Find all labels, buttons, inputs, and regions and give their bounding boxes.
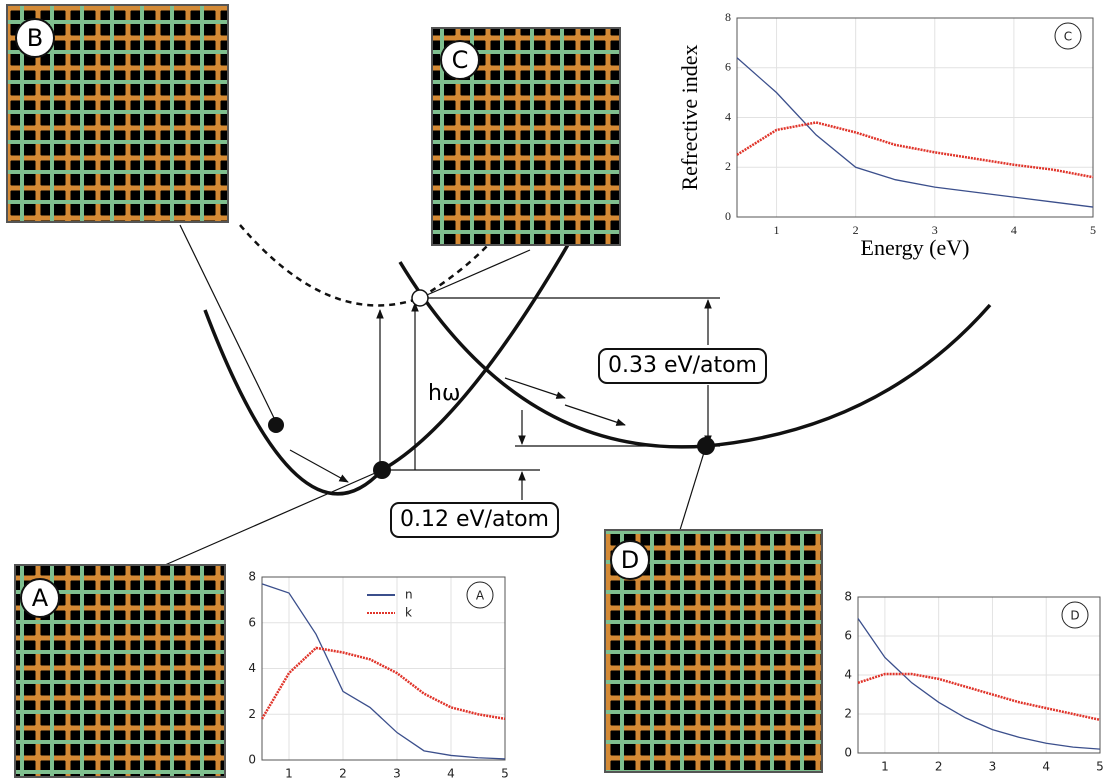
y-tick-label: 8 [725,10,731,24]
legend-label: k [405,606,412,620]
y-tick-label: 8 [844,590,852,604]
y-tick-label: 0 [248,753,256,767]
y-tick-label: 8 [248,570,256,584]
x-tick-label: 5 [501,767,509,781]
series-line [737,58,1093,207]
y-tick-label: 2 [844,707,852,721]
x-tick-label: 4 [1011,223,1017,237]
x-tick-label: 4 [447,767,455,781]
series-line [262,648,505,719]
series-line [858,674,1100,720]
x-tick-label: 4 [1042,760,1050,774]
x-tick-label: 2 [339,767,347,781]
x-axis-label: Energy (eV) [861,235,970,260]
y-tick-label: 4 [248,661,256,675]
x-tick-label: 3 [989,760,997,774]
y-tick-label: 2 [725,159,731,173]
figure: A B C D 0 2 4 6 8 1 2 3 4 5 C Refrective index Energy (e… [0,0,1107,783]
y-axis-label: Refrective index [677,45,702,191]
x-tick-label: 1 [774,223,780,237]
x-tick-label: 2 [935,760,943,774]
panel-label: A [32,584,49,612]
y-tick-label: 4 [725,109,731,123]
y-tick-label: 6 [844,629,852,643]
y-tick-label: 6 [248,615,256,629]
series-line [737,122,1093,177]
y-tick-label: 6 [725,60,731,74]
y-tick-label: 2 [248,707,256,721]
y-tick-label: 4 [844,668,852,682]
energy-label: 0.12 eV/atom [390,502,559,538]
chart-label: A [476,589,485,603]
legend-label: n [405,588,413,602]
chart-label: C [1064,30,1072,44]
panel-label: D [621,546,639,574]
x-tick-label: 1 [881,760,889,774]
energy-label: 0.33 eV/atom [598,348,767,384]
energy-label: hω [420,378,468,410]
energy-diagram: A B C D 0 2 4 6 8 1 2 3 4 5 C Refrective index Energy (e… [0,0,1107,783]
series-line [262,584,505,759]
x-tick-label: 2 [853,223,859,237]
chart-label: D [1070,609,1079,623]
y-tick-label: 0 [844,746,852,760]
x-tick-label: 3 [393,767,401,781]
y-tick-label: 0 [725,209,731,223]
states [268,290,715,479]
x-tick-label: 1 [285,767,293,781]
x-tick-label: 5 [1096,760,1104,774]
x-tick-label: 5 [1090,223,1096,237]
panel-label: C [452,46,469,74]
panel-label: B [27,24,43,52]
series-line [858,618,1100,749]
